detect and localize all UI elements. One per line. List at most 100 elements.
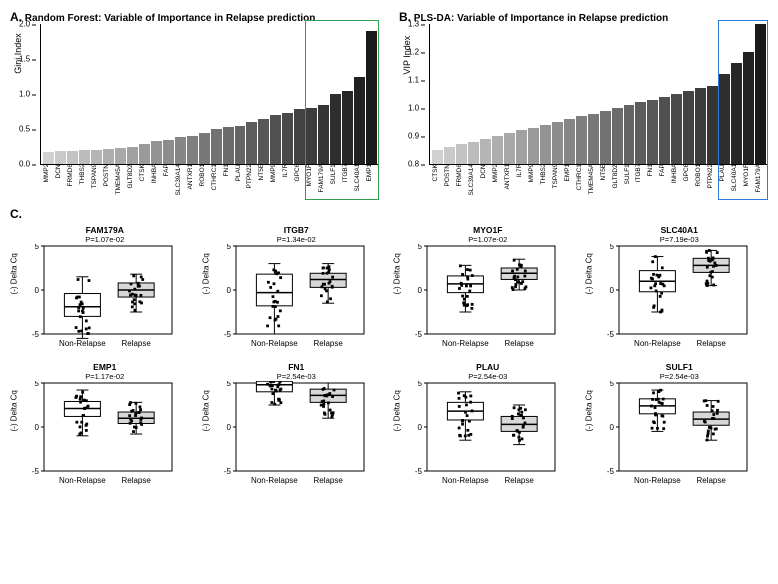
boxplot-ylabel: (-) Delta Cq [393, 253, 402, 294]
bar [282, 113, 293, 164]
xlabel: MMP9 [528, 164, 539, 197]
xlabel: INHBA [671, 164, 682, 197]
xlabel: POSTN [103, 164, 114, 197]
xlabel: SLC39A14 [175, 164, 186, 197]
bar [707, 86, 718, 164]
bar [43, 152, 54, 164]
bar [223, 127, 234, 164]
bar [683, 91, 694, 164]
boxplot-title: EMP1 [16, 362, 194, 372]
svg-text:0: 0 [35, 423, 40, 432]
svg-text:Non-Relapse: Non-Relapse [59, 339, 106, 348]
bar [79, 150, 90, 164]
bar [270, 115, 281, 164]
xlabel: EMP1 [366, 164, 377, 197]
xlabel: CTHRC1 [211, 164, 222, 197]
bar [258, 119, 269, 165]
xlabel: SLC40A1 [731, 164, 742, 197]
bar [199, 133, 210, 165]
xlabel: PTPN22 [707, 164, 718, 197]
ytick: 2.0 [19, 20, 30, 29]
xlabel: ROBO1 [695, 164, 706, 197]
boxplot-svg: -505Non-RelapseRelapse [591, 244, 751, 354]
svg-text:5: 5 [226, 244, 231, 251]
bar [540, 125, 551, 164]
bar [330, 94, 341, 164]
xlabel: FAP [659, 164, 670, 197]
svg-text:0: 0 [609, 423, 614, 432]
bar-chart-a: Gini Index 0.00.51.01.52.0MMP2DCNFRMD6TH… [40, 24, 379, 165]
xlabel: CTHRC1 [576, 164, 587, 197]
svg-text:5: 5 [226, 381, 231, 388]
boxplot-pvalue: P=1.07e-02 [399, 235, 577, 244]
xlabel: PLAU [235, 164, 246, 197]
boxplot-itgb7: ITGB7P=1.34e-02(-) Delta Cq-505Non-Relap… [208, 225, 386, 354]
boxplot-pvalue: P=2.54e-03 [399, 372, 577, 381]
xlabel: SLC40A1 [354, 164, 365, 197]
xlabel: ANTXR1 [504, 164, 515, 197]
boxplot-svg: -505Non-RelapseRelapse [591, 381, 751, 491]
bar [67, 151, 78, 164]
boxplot-svg: -505Non-RelapseRelapse [16, 244, 176, 354]
xlabel: MYO1F [306, 164, 317, 197]
bar-chart-b: VIP Index 0.80.91.01.11.21.3CTSKPOSTNFRM… [429, 24, 768, 165]
bar [175, 137, 186, 164]
boxplot-title: FAM179A [16, 225, 194, 235]
svg-text:Relapse: Relapse [696, 476, 726, 485]
xlabel: TSPAN9 [552, 164, 563, 197]
boxplot-grid: FAM179AP=1.07e-02(-) Delta Cq-505Non-Rel… [16, 225, 768, 491]
boxplot-fam179a: FAM179AP=1.07e-02(-) Delta Cq-505Non-Rel… [16, 225, 194, 354]
bar [576, 116, 587, 164]
bar [306, 108, 317, 164]
xlabel: THBS2 [540, 164, 551, 197]
bar [163, 140, 174, 165]
bar [492, 136, 503, 164]
xlabel: ITGB7 [342, 164, 353, 197]
bar [354, 77, 365, 165]
bar [743, 52, 754, 164]
xlabel: SULF1 [624, 164, 635, 197]
ytick: 0.0 [19, 160, 30, 169]
bar [444, 147, 455, 164]
svg-text:0: 0 [35, 286, 40, 295]
xlabel: INHBA [151, 164, 162, 197]
xlabel: SULF1 [330, 164, 341, 197]
svg-text:5: 5 [35, 244, 40, 251]
xlabel: GLT8D2 [127, 164, 138, 197]
xlabel: IL7R [282, 164, 293, 197]
bar [366, 31, 377, 164]
boxplot-ylabel: (-) Delta Cq [201, 390, 210, 431]
panel-a: A. Random Forest: Variable of Importance… [10, 10, 379, 205]
bar [55, 151, 66, 164]
bar [187, 136, 198, 164]
svg-text:Non-Relapse: Non-Relapse [251, 476, 298, 485]
boxplot-svg: -505Non-RelapseRelapse [16, 381, 176, 491]
bar [91, 150, 102, 164]
xlabel: FRMD6 [456, 164, 467, 197]
svg-text:Non-Relapse: Non-Relapse [442, 339, 489, 348]
bar [504, 133, 515, 164]
bar [127, 147, 138, 165]
bar [647, 100, 658, 164]
bar [115, 148, 126, 164]
xlabel: NT5E [258, 164, 269, 197]
boxplot-ylabel: (-) Delta Cq [393, 390, 402, 431]
svg-text:-5: -5 [415, 330, 423, 339]
ytick: 0.9 [408, 132, 419, 141]
bar [731, 63, 742, 164]
bar [235, 126, 246, 165]
bar [480, 139, 491, 164]
bar [588, 114, 599, 164]
bar [516, 130, 527, 164]
panel-a-ylabel: Gini Index [13, 33, 23, 74]
xlabel: CTSK [139, 164, 150, 197]
svg-text:Non-Relapse: Non-Relapse [442, 476, 489, 485]
xlabel: FAP [163, 164, 174, 197]
bar [246, 122, 257, 164]
xlabel: FN1 [647, 164, 658, 197]
xlabel: POSTN [444, 164, 455, 197]
svg-text:Non-Relapse: Non-Relapse [634, 339, 681, 348]
bar [564, 119, 575, 164]
xlabel: SLC39A14 [468, 164, 479, 197]
boxplot-pvalue: P=2.54e-03 [208, 372, 386, 381]
